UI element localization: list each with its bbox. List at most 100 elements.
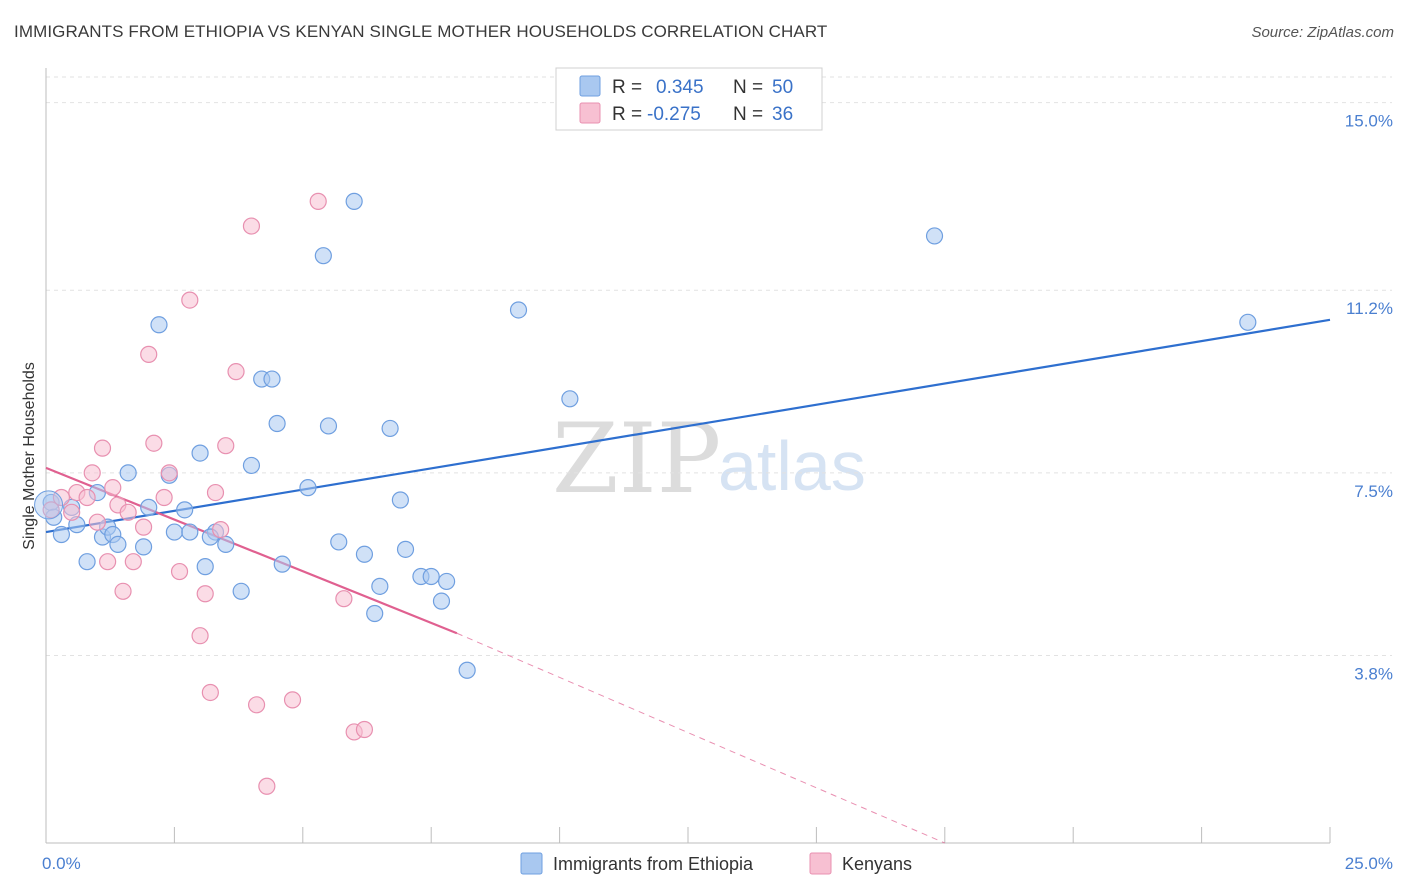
trend-line-kenyans-extension xyxy=(456,632,945,844)
point-ethiopia xyxy=(268,414,286,433)
point-kenyans xyxy=(124,553,142,571)
point-kenyans xyxy=(42,501,60,519)
point-ethiopia xyxy=(396,540,415,558)
point-ethiopia xyxy=(366,604,384,623)
point-kenyans xyxy=(104,479,122,497)
point-ethiopia xyxy=(176,501,194,519)
point-ethiopia xyxy=(391,491,409,509)
trend-line-ethiopia xyxy=(45,318,1331,534)
point-ethiopia xyxy=(181,523,199,541)
point-kenyans xyxy=(78,488,96,507)
series-legend-swatch-kenyans xyxy=(809,852,832,875)
point-ethiopia xyxy=(561,390,579,408)
point-ethiopia xyxy=(273,555,291,573)
gridlines xyxy=(46,76,1392,656)
point-kenyans xyxy=(217,437,235,455)
point-ethiopia xyxy=(458,661,476,679)
point-kenyans xyxy=(355,720,374,739)
point-kenyans xyxy=(258,777,276,795)
point-ethiopia xyxy=(52,525,71,544)
point-ethiopia xyxy=(432,592,451,610)
point-kenyans xyxy=(134,518,153,536)
watermark: ZIP atlas xyxy=(552,403,866,515)
legend-swatch-kenyans xyxy=(579,102,601,124)
point-kenyans xyxy=(83,464,101,482)
point-kenyans xyxy=(63,503,81,521)
point-kenyans xyxy=(247,696,266,714)
point-ethiopia xyxy=(381,419,399,438)
point-ethiopia xyxy=(371,577,389,595)
point-kenyans xyxy=(160,464,178,482)
y-tick-label: 15.0% xyxy=(1345,112,1393,131)
legend-r-label: R = xyxy=(612,104,642,125)
point-ethiopia xyxy=(165,523,183,541)
watermark-zip: ZIP xyxy=(552,403,721,515)
point-ethiopia xyxy=(1239,313,1257,331)
point-ethiopia xyxy=(330,533,348,551)
point-kenyans xyxy=(119,503,137,521)
point-ethiopia xyxy=(78,553,96,571)
series-legend-label-ethiopia: Immigrants from Ethiopia xyxy=(553,854,754,874)
series-legend: Immigrants from Ethiopia Kenyans xyxy=(520,852,912,875)
series-legend-label-kenyans: Kenyans xyxy=(842,854,912,874)
point-ethiopia xyxy=(109,535,127,554)
x-tick-label: 0.0% xyxy=(42,854,81,873)
point-kenyans xyxy=(88,513,106,531)
data-points xyxy=(34,192,1257,795)
y-tick-label: 11.2% xyxy=(1346,299,1393,318)
point-kenyans xyxy=(114,582,132,600)
legend-swatch-ethiopia xyxy=(579,75,601,97)
point-kenyans xyxy=(93,439,112,457)
point-ethiopia xyxy=(242,456,261,475)
point-kenyans xyxy=(227,363,245,381)
point-ethiopia xyxy=(196,558,214,576)
point-kenyans xyxy=(140,345,158,363)
point-ethiopia xyxy=(314,247,332,265)
point-kenyans xyxy=(212,520,230,539)
point-ethiopia xyxy=(263,370,281,388)
legend-n-value-ethiopia: 50 xyxy=(772,77,793,98)
point-kenyans xyxy=(191,627,209,645)
point-ethiopia xyxy=(134,538,153,556)
point-kenyans xyxy=(242,217,261,235)
point-ethiopia xyxy=(232,582,250,600)
y-tick-label: 7.5% xyxy=(1354,482,1393,501)
point-ethiopia xyxy=(925,227,944,245)
point-ethiopia xyxy=(438,572,456,591)
point-kenyans xyxy=(201,683,219,702)
y-axis-label: Single Mother Households xyxy=(21,362,38,550)
y-tick-labels: 3.8% 7.5% 11.2% 15.0% xyxy=(1345,112,1393,684)
point-kenyans xyxy=(181,291,199,309)
point-ethiopia xyxy=(191,444,209,462)
legend-r-label: R = xyxy=(612,77,642,98)
point-ethiopia xyxy=(217,535,235,554)
point-kenyans xyxy=(196,585,214,603)
point-kenyans xyxy=(145,434,163,452)
series-legend-swatch-ethiopia xyxy=(520,852,543,875)
point-ethiopia xyxy=(355,545,374,563)
point-kenyans xyxy=(170,562,189,581)
y-tick-label: 3.8% xyxy=(1354,664,1393,683)
stats-legend: R = 0.345 N = 50 R = -0.275 N = 36 xyxy=(555,67,823,131)
point-kenyans xyxy=(309,192,327,210)
point-kenyans xyxy=(335,590,353,608)
point-ethiopia xyxy=(509,301,528,319)
legend-r-value-kenyans: -0.275 xyxy=(647,104,701,125)
trend-lines xyxy=(45,318,1331,844)
legend-n-value-kenyans: 36 xyxy=(772,104,793,125)
legend-n-label: N = xyxy=(733,104,763,125)
point-ethiopia xyxy=(319,417,338,435)
legend-r-value-ethiopia: 0.345 xyxy=(656,77,704,98)
source-credit: Source: ZipAtlas.com xyxy=(1251,24,1394,41)
point-ethiopia-cluster xyxy=(34,490,64,520)
point-kenyans xyxy=(155,488,173,507)
point-ethiopia xyxy=(345,192,363,210)
x-tick-label: 25.0% xyxy=(1345,854,1393,873)
point-ethiopia xyxy=(119,464,137,482)
x-tick-labels: 0.0% 25.0% xyxy=(42,854,1393,873)
point-kenyans xyxy=(283,691,302,709)
legend-n-label: N = xyxy=(733,77,763,98)
point-kenyans xyxy=(206,483,225,502)
chart-title: IMMIGRANTS FROM ETHIOPIA VS KENYAN SINGL… xyxy=(14,22,828,41)
